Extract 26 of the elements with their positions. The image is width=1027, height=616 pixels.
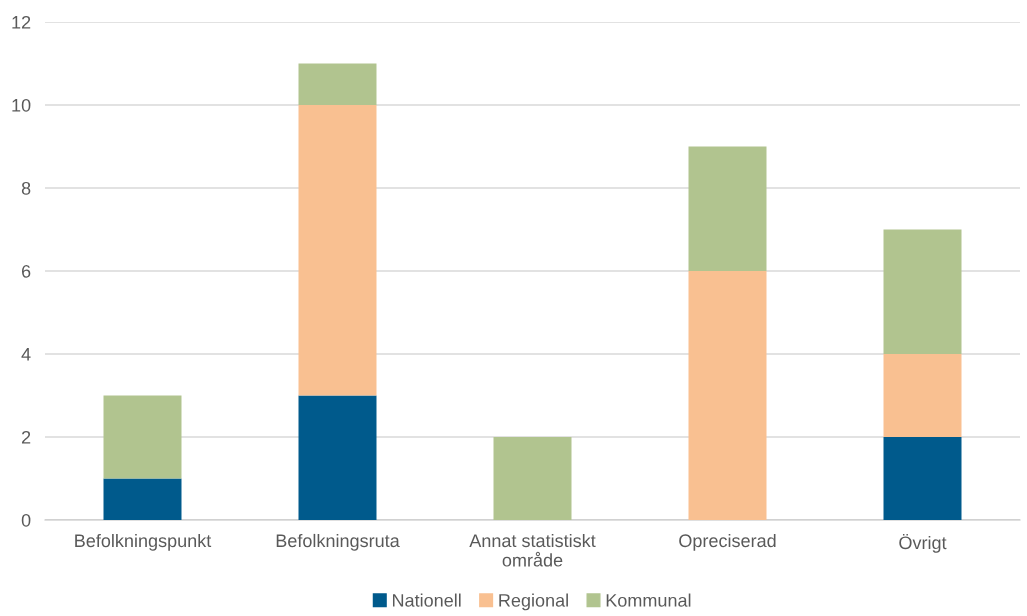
x-tick-label: Befolkningspunkt [75,533,212,551]
bar [103,395,182,479]
y-tick-label: 0 [21,513,31,527]
bar [298,105,377,396]
bar [103,478,182,520]
y-tick-label: 8 [21,181,31,195]
legend-label: Nationell [392,593,461,607]
y-tick-label: 10 [12,98,31,112]
bar [883,437,962,520]
legend-label: Regional [499,593,568,611]
bar [883,354,962,437]
bar [493,437,572,520]
y-tick-label: 6 [21,264,31,278]
y-tick-label: 12 [12,15,31,29]
bar [688,271,767,520]
x-tick-label: Annat statistiskt område [469,533,596,567]
x-tick-label: Befolkningsruta [276,533,400,551]
bar [688,146,767,271]
x-tick-label: Opreciserad [679,533,776,551]
y-tick-label: 2 [21,430,31,444]
bar [883,229,962,354]
y-tick-label: 4 [21,348,31,361]
x-tick-label: Övrigt [899,533,947,553]
bar [298,395,377,520]
bar [298,63,377,105]
legend-label: Kommunal [606,593,691,607]
